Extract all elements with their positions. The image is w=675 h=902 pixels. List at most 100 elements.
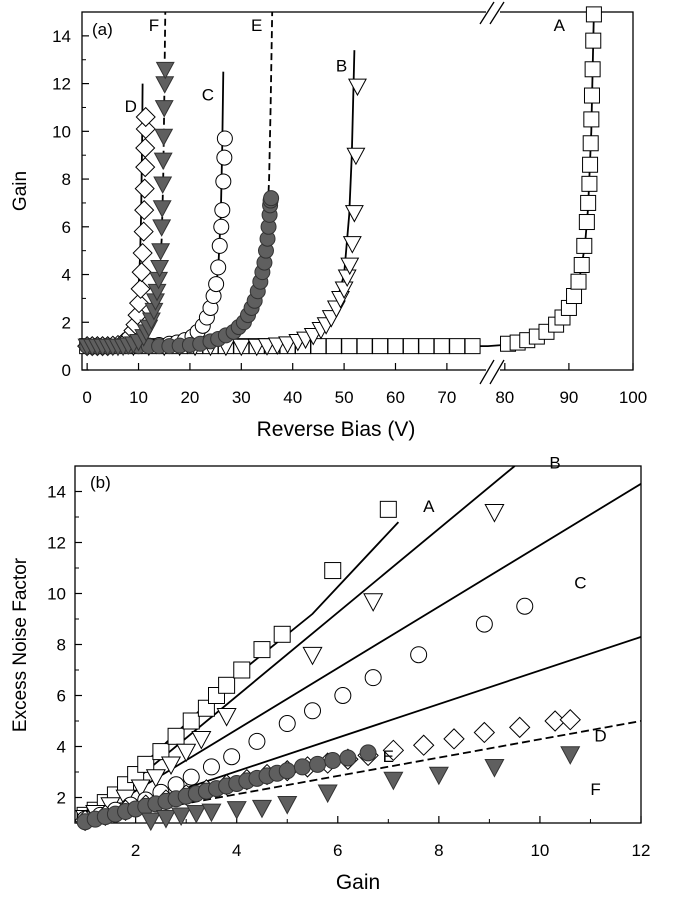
point-E [359,744,377,762]
point-F [154,100,174,118]
y-tick-label: 2 [57,789,66,808]
point-C [208,276,225,293]
point-B [231,338,251,357]
series-label-F: F [149,16,159,35]
panel-b-label: (b) [90,473,111,492]
y-tick-label: 6 [57,687,66,706]
y-tick-label: 10 [47,585,66,604]
point-D [135,157,156,178]
x-tick-label: 20 [180,388,199,407]
point-D [135,118,156,140]
point-A [464,338,481,355]
point-F [383,771,404,791]
point-C [213,218,230,235]
point-E [293,758,311,776]
point-A [576,237,593,254]
point-E [278,762,296,780]
panel-b-series-labels: A B C D E F [383,454,607,799]
point-A [197,699,215,717]
point-B [484,504,505,523]
point-F [171,807,192,827]
point-A [182,712,200,730]
x-tick-label: 50 [335,388,354,407]
point-B [302,646,323,666]
point-B [347,78,367,97]
x-tick-label: 40 [283,388,302,407]
point-B [334,281,354,299]
point-C [216,149,233,166]
point-C [248,732,266,750]
point-D [134,178,155,199]
point-F [251,799,273,819]
point-A [584,61,601,78]
x-tick-label: 60 [386,388,405,407]
point-B [340,257,360,276]
point-B [191,730,212,750]
point-C [210,259,227,276]
panel-b-data-points [74,500,581,832]
y-tick-label: 12 [47,534,66,553]
panel-a-y-ticks: 0 2 4 6 8 10 12 14 [52,27,89,380]
point-A [433,338,450,355]
point-F [154,128,174,147]
point-F [226,801,247,820]
panel-b-x-ticks: 2 4 6 8 10 12 [84,816,650,860]
series-label-B: B [549,454,560,473]
point-A [578,214,595,231]
point-E [339,749,357,767]
point-B [344,205,364,223]
point-A [379,500,397,518]
point-B [363,593,384,612]
point-A [387,338,404,355]
point-B [278,336,298,354]
point-A [137,755,155,773]
point-D [132,242,153,264]
x-tick-label: 90 [559,388,578,407]
point-A [152,743,170,761]
point-C [215,173,232,190]
point-A [585,32,602,49]
point-B [130,779,151,799]
x-tick-label: 30 [232,388,251,407]
panel-a-y-axis-title: Gain [10,171,31,211]
point-C [304,702,322,720]
point-C [211,237,228,254]
point-C [223,748,241,766]
point-A [582,156,599,173]
point-A [585,6,602,23]
point-F [152,219,172,237]
point-D [133,221,154,242]
point-D [128,293,150,314]
y-tick-label: 2 [62,313,71,332]
point-F [484,759,505,778]
point-B [346,147,366,166]
x-tick-label: 70 [437,388,456,407]
point-A [402,338,419,355]
point-F [153,176,173,194]
x-tick-label: 4 [232,841,241,860]
panel-a: (a) Gain Reverse Bias (V) 0 2 4 6 8 10 12 14 0 1… [10,0,647,441]
y-tick-label: 14 [52,27,71,46]
point-F [151,243,171,261]
point-F [317,784,338,804]
point-E [324,752,342,770]
x-tick-label: 80 [495,388,514,407]
point-A [167,727,185,745]
point-D [443,728,465,750]
series-label-A: A [423,497,435,516]
point-D [412,734,435,756]
point-B [145,769,166,788]
panel-a-axis-break [479,0,505,385]
point-F [560,746,581,765]
x-tick-label: 100 [619,388,647,407]
point-F [428,766,449,786]
panel-a-plot-frame [81,11,634,371]
point-F [201,803,222,823]
point-C [216,130,233,147]
point-A [325,338,342,355]
panel-a-series-labels: A B C D E F [125,16,566,116]
point-F [277,796,298,815]
point-A [356,338,373,355]
